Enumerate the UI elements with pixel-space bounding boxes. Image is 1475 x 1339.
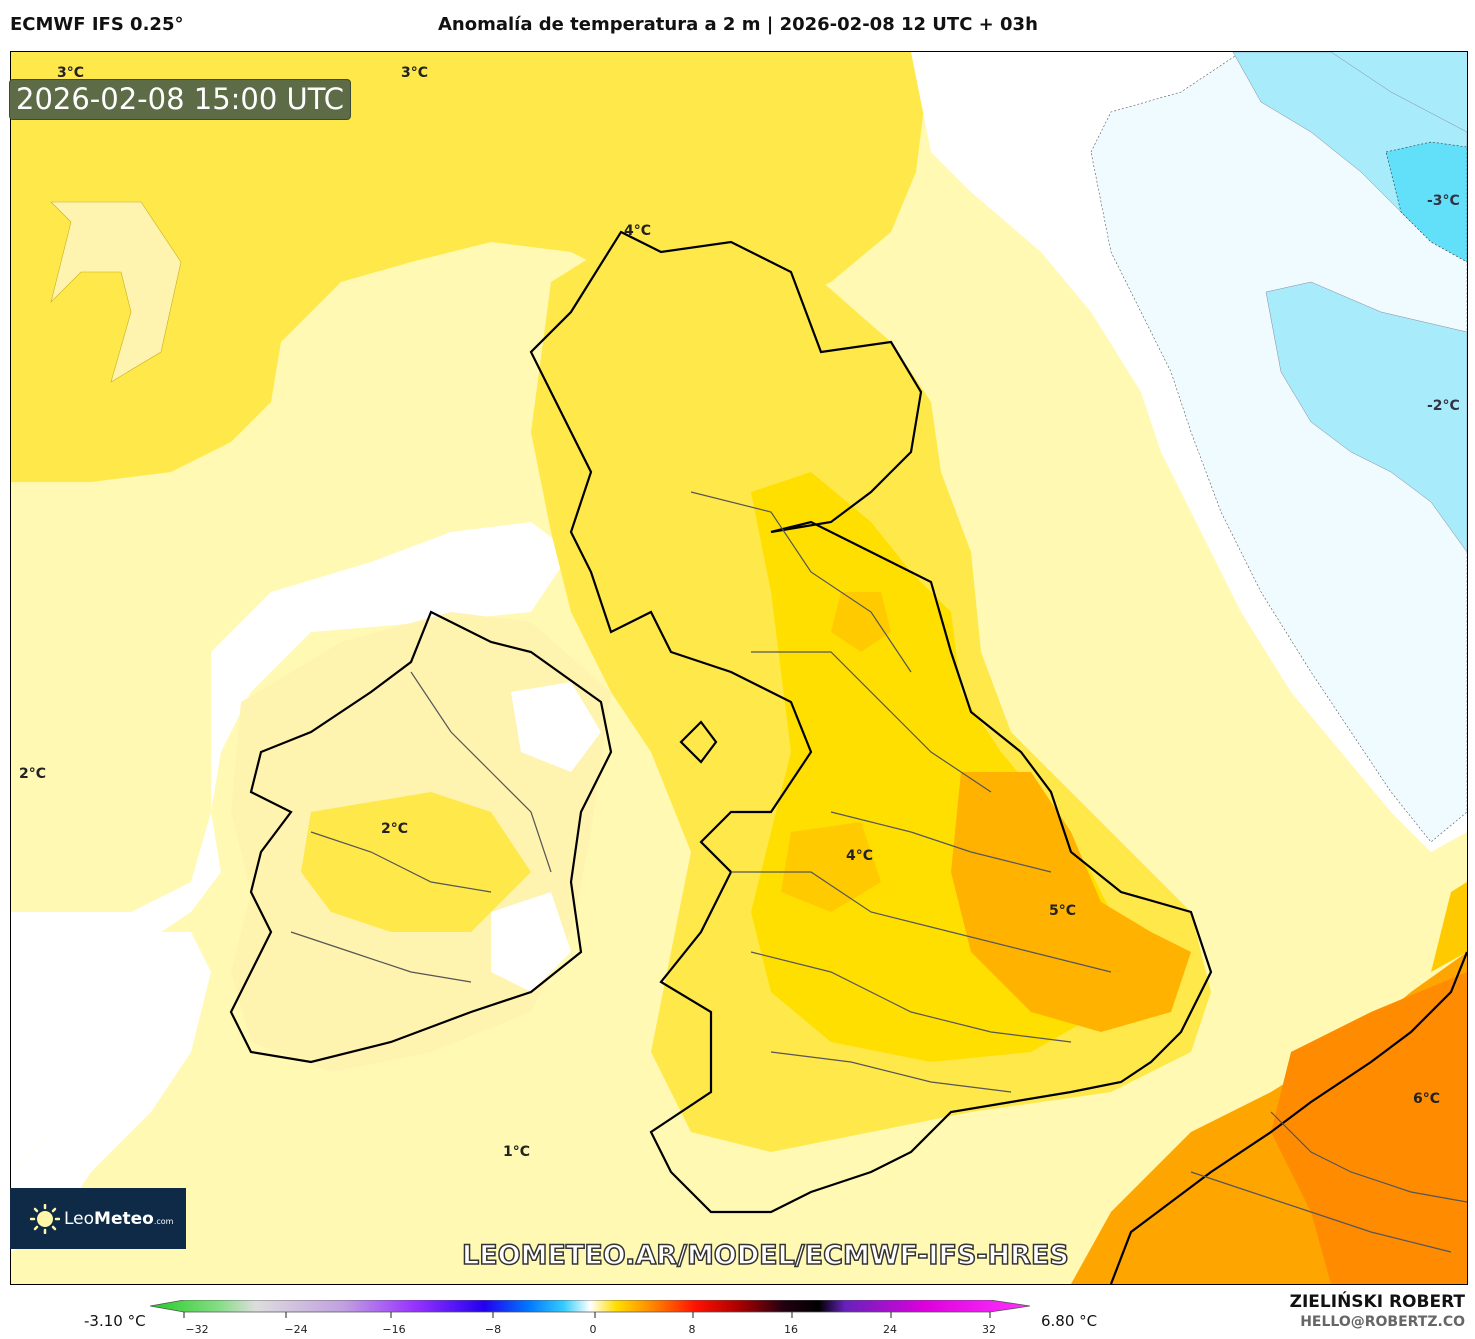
colorbar-tick: 24 xyxy=(883,1323,897,1336)
contour-label: 2°C xyxy=(19,766,47,782)
colorbar-tick: 0 xyxy=(589,1323,597,1336)
colorbar-tick: −24 xyxy=(284,1323,308,1336)
contour-label: 4°C xyxy=(846,848,874,864)
contour-label: 6°C xyxy=(1413,1091,1441,1107)
colorbar-max-label: 6.80 °C xyxy=(1041,1312,1098,1330)
colorbar-tick: 32 xyxy=(982,1323,996,1336)
contour-label: -3°C xyxy=(1427,193,1460,209)
colorbar-gradient xyxy=(150,1300,1031,1318)
model-name: ECMWF IFS 0.25° xyxy=(10,14,184,35)
map-canvas xyxy=(11,52,1467,1284)
source-watermark: LEOMETEO.AR/MODEL/ECMWF-IFS-HRES xyxy=(461,1239,1069,1272)
author-email[interactable]: HELLO@ROBERTZ.CO xyxy=(1300,1314,1465,1330)
anomaly-map[interactable]: 3°C 3°C 4°C -3°C -2°C 2°C 2°C 4°C 5°C 6°… xyxy=(10,51,1468,1285)
contour-label: 5°C xyxy=(1049,903,1077,919)
leometeo-logo[interactable]: LeoMeteo.com xyxy=(10,1188,186,1249)
contour-label: 4°C xyxy=(624,223,652,239)
colorbar-min-label: -3.10 °C xyxy=(84,1312,146,1330)
colorbar-tick: −32 xyxy=(185,1323,209,1336)
valid-time-badge: 2026-02-08 15:00 UTC xyxy=(9,79,352,120)
contour-label: 1°C xyxy=(503,1144,531,1160)
colorbar-tick: 8 xyxy=(688,1323,696,1336)
contour-label: 3°C xyxy=(57,65,85,81)
contour-label: 3°C xyxy=(401,65,429,81)
contour-label: -2°C xyxy=(1427,398,1460,414)
contour-label: 2°C xyxy=(381,821,409,837)
brand-text: LeoMeteo.com xyxy=(64,1208,174,1229)
colorbar-tick: 16 xyxy=(784,1323,798,1336)
chart-title: Anomalía de temperatura a 2 m | 2026-02-… xyxy=(438,14,1038,35)
sun-icon xyxy=(29,1203,61,1234)
colorbar-tick: −8 xyxy=(484,1323,502,1336)
colorbar: -3.10 °C xyxy=(0,1296,1475,1339)
author-name: ZIELIŃSKI ROBERT xyxy=(1289,1292,1465,1312)
colorbar-tick: −16 xyxy=(382,1323,406,1336)
